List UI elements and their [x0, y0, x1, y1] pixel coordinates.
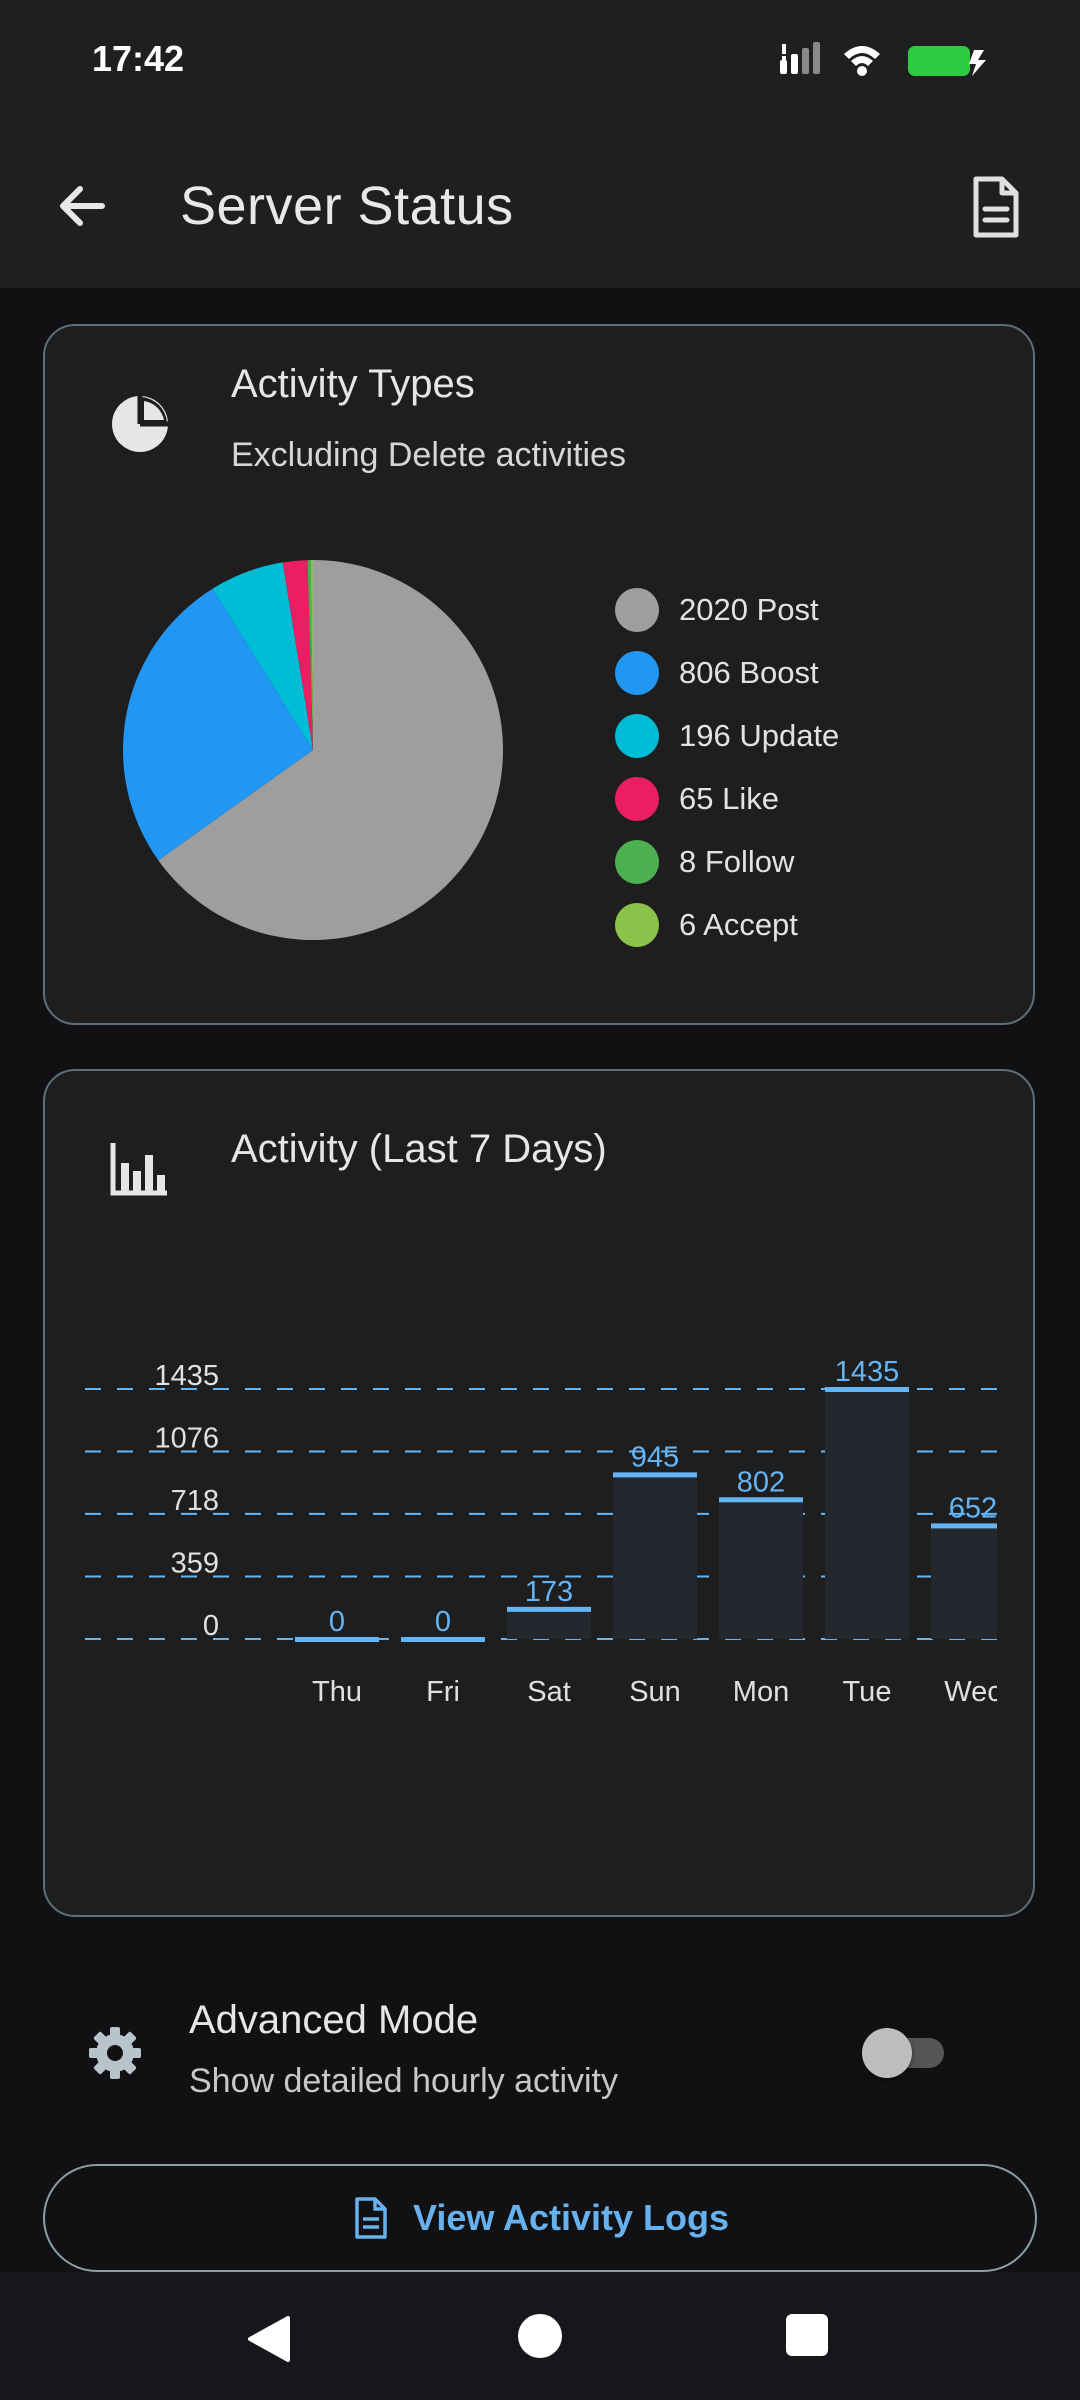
pie-slice-accept: [310, 560, 313, 750]
x-tick-label: Sun: [629, 1676, 681, 1708]
bar-sat: [507, 1608, 591, 1639]
advanced-mode-title: Advanced Mode: [189, 1998, 479, 2042]
bar-value-label: 0: [435, 1606, 451, 1638]
x-tick-label: Tue: [843, 1676, 892, 1708]
activity-week-card: Activity (Last 7 Days) 0 359 718 1076 1435 0 T…: [43, 1069, 1035, 1917]
system-nav-bar: [0, 2272, 1080, 2400]
bar-cap: [931, 1523, 997, 1529]
status-icons: [780, 40, 990, 84]
bar-cap: [507, 1606, 591, 1612]
document-icon: [355, 2197, 387, 2239]
nav-home-icon[interactable]: [518, 2314, 562, 2358]
view-activity-logs-label: View Activity Logs: [412, 2197, 730, 2238]
legend-label: 806 Boost: [679, 655, 819, 690]
legend-label: 196 Update: [679, 718, 840, 753]
activity-types-card: Activity Types Excluding Delete activiti…: [43, 324, 1035, 1025]
y-tick-label: 1435: [154, 1360, 219, 1392]
legend-swatch: [615, 588, 659, 632]
page-title: Server Status: [180, 176, 514, 236]
document-button[interactable]: [956, 167, 1036, 247]
pie-slice-follow: [307, 560, 313, 750]
bar-value-label: 652: [949, 1492, 997, 1524]
bar-value-label: 1435: [835, 1356, 900, 1388]
pie-slice-post: [158, 560, 504, 940]
bar-wed: [931, 1525, 997, 1639]
pie-slice-update: [212, 562, 313, 750]
legend-label: 8 Follow: [679, 844, 795, 879]
wifi-icon: [844, 46, 880, 76]
legend-swatch: [615, 714, 659, 758]
bar-cap: [719, 1497, 803, 1503]
bar-value-label: 0: [329, 1606, 345, 1638]
legend-label: 2020 Post: [679, 592, 819, 627]
bar-chart-icon: [110, 1143, 167, 1196]
bar-sun: [613, 1474, 697, 1639]
legend-label: 65 Like: [679, 781, 779, 816]
status-bar: 17:42: [0, 0, 1080, 125]
x-tick-label: Fri: [426, 1676, 460, 1708]
legend-label: 6 Accept: [679, 907, 798, 942]
card-title: Activity (Last 7 Days): [231, 1127, 607, 1171]
back-button[interactable]: [48, 173, 114, 239]
legend-swatch: [615, 840, 659, 884]
gear-icon: [89, 2027, 141, 2079]
legend-swatch: [615, 777, 659, 821]
bar-mon: [719, 1499, 803, 1639]
arrow-left-icon: [60, 186, 105, 226]
y-tick-label: 0: [203, 1610, 219, 1642]
nav-back-icon[interactable]: [246, 2314, 292, 2364]
card-title: Activity Types: [231, 362, 475, 406]
activity-pie-chart: [122, 560, 504, 940]
x-tick-label: Sat: [527, 1676, 571, 1708]
bar-tue: [825, 1389, 909, 1639]
bar-cap: [295, 1637, 379, 1642]
document-icon: [973, 176, 1019, 238]
bar-value-label: 802: [737, 1466, 785, 1498]
y-tick-label: 1076: [154, 1423, 219, 1455]
y-tick-label: 359: [171, 1547, 219, 1579]
x-tick-label: Thu: [312, 1676, 362, 1708]
advanced-mode-toggle[interactable]: [862, 2026, 946, 2078]
activity-bar-chart: 0 359 718 1076 1435 0 Thu 0 Fri 173 Sat 945 Sun 802 Mo…: [85, 1356, 1001, 1708]
bar-cap: [825, 1387, 909, 1392]
x-tick-label: Mon: [733, 1676, 789, 1708]
toggle-thumb: [862, 2028, 912, 2078]
bar-cap: [613, 1472, 697, 1478]
view-activity-logs-button[interactable]: View Activity Logs: [43, 2164, 1037, 2272]
pie-chart-icon: [112, 394, 168, 452]
bar-cap: [401, 1637, 485, 1642]
signal-icon: [780, 42, 820, 74]
pie-slice-boost: [122, 588, 313, 861]
bar-value-label: 173: [525, 1576, 573, 1608]
card-subtitle: Excluding Delete activities: [231, 436, 626, 474]
advanced-mode-row[interactable]: Advanced Mode Show detailed hourly activ…: [0, 1970, 1080, 2120]
y-tick-label: 718: [171, 1485, 219, 1517]
legend-swatch: [615, 903, 659, 947]
nav-recents-icon[interactable]: [786, 2314, 828, 2356]
bar-value-label: 945: [631, 1441, 679, 1473]
status-time: 17:42: [92, 38, 185, 79]
battery-icon: [908, 46, 986, 76]
advanced-mode-subtitle: Show detailed hourly activity: [189, 2062, 619, 2100]
x-tick-label: Wec: [944, 1676, 1001, 1708]
legend-swatch: [615, 651, 659, 695]
app-bar: Server Status: [0, 125, 1080, 288]
pie-slice-like: [282, 560, 313, 750]
